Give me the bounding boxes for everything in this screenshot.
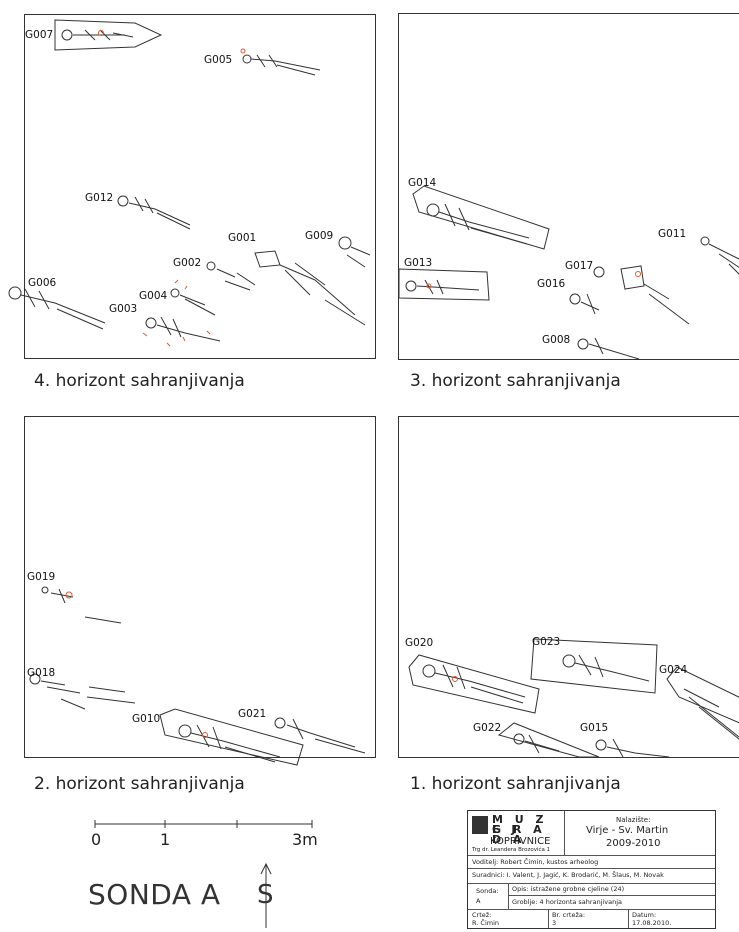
scale-bar [94,820,313,828]
scale-label-1: 1 [160,830,171,849]
grave-label: G023 [532,636,561,648]
panel-horizon-2: G019 G018 G010 G021 [24,416,376,766]
grave-label: G003 [109,303,138,315]
burial-drawing [398,185,739,360]
museum-name-line2: G R A D A [492,823,546,846]
grave-label: G006 [28,277,57,289]
crtez-label: Crtež: [472,911,492,919]
grave-label: G013 [404,257,433,269]
panel-caption: 3. horizont sahranjivanja [410,371,621,391]
sonda-label: Sonda: [476,887,499,895]
sonda-title: SONDA A [88,878,221,911]
grave-label: G015 [580,722,609,734]
panel-caption: 2. horizont sahranjivanja [34,774,245,794]
grave-label: G012 [85,192,114,204]
crtez-value: R. Čimin [472,919,500,927]
museum-name-line3: KOPRIVNICE [490,836,551,847]
scale-label-0: 0 [91,830,102,849]
grave-label: G001 [228,232,257,244]
grave-label: G017 [565,260,594,272]
grave-label: G010 [132,713,161,725]
leader-text: Voditelj: Robert Čimin, kustos arheolog [472,858,599,866]
grave-label: G024 [659,664,688,676]
opis-text: Opis: istražene grobne cjeline (24) [512,885,625,893]
grave-label: G018 [27,667,56,679]
site-name: Virje - Sv. Martin [586,825,669,836]
grave-label: G002 [173,257,202,269]
grave-label: G020 [405,637,434,649]
grave-label: G007 [25,29,54,41]
collaborators-text: Suradnici: I. Valent, J. Jagić, K. Broda… [472,871,664,879]
grave-label: G016 [537,278,566,290]
date-value: 17.08.2010. [632,919,672,927]
museum-emblem-icon [472,816,488,834]
panel-caption: 4. horizont sahranjivanja [34,371,245,391]
title-block: M U Z E J G R A D A KOPRIVNICE Trg dr. L… [467,810,716,929]
north-arrow-icon [260,862,272,928]
museum-name-line1: M U Z E J [492,813,548,836]
museum-address: Trg dr. Leandera Brozovića 1 [472,847,551,853]
grave-label: G005 [204,54,233,66]
site-years: 2009-2010 [606,838,661,849]
grave-label: G011 [658,228,687,240]
burial-drawing [408,638,739,758]
drawing-number-label: Br. crteža: [552,911,586,919]
grave-label: G004 [139,290,168,302]
scale-label-3m: 3m [292,830,318,849]
north-symbol: S [257,880,274,910]
burial-drawing [8,19,371,347]
panel-horizon-1: G020 G023 G024 G022 G015 [398,416,739,758]
sonda-value: A [476,897,481,905]
panel-horizon-3: G014 G011 G013 G017 G016 G008 [398,13,739,360]
grave-label: G008 [542,334,571,346]
grave-label: G021 [238,708,267,720]
date-label: Datum: [632,911,657,919]
burial-drawing [29,586,366,766]
grave-label: G019 [27,571,56,583]
panel-caption: 1. horizont sahranjivanja [410,774,621,794]
grave-label: G009 [305,230,334,242]
grave-label: G022 [473,722,502,734]
grave-label: G014 [408,177,437,189]
site-label: Nalazište: [616,816,651,824]
museum-logo: M U Z E J G R A D A KOPRIVNICE Trg dr. L… [468,811,565,855]
groblje-text: Groblje: 4 horizonta sahranjivanja [512,898,623,906]
drawing-number-value: 3 [552,919,557,927]
panel-horizon-4: G007 G005 G012 G001 G009 G002 G004 G003 … [8,14,376,359]
